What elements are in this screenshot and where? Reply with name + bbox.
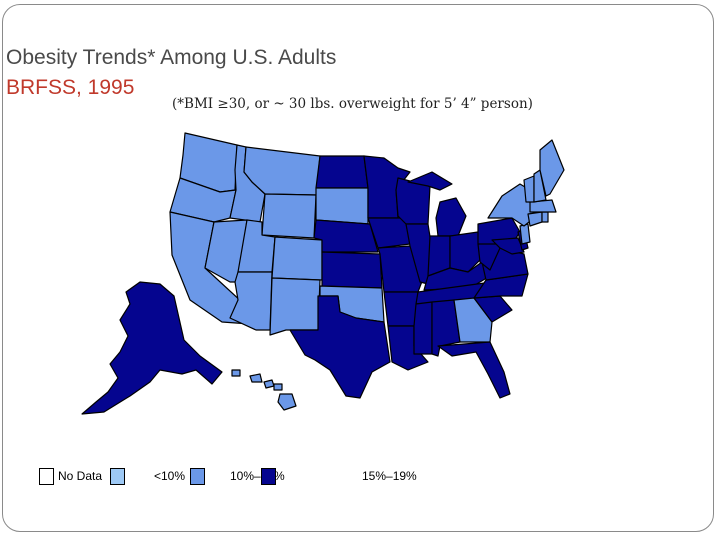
state-arkansas (383, 291, 419, 327)
state-connecticut (527, 211, 543, 227)
state-michigan (435, 197, 467, 237)
state-ohio (449, 231, 483, 273)
legend-swatch-no-data (39, 468, 54, 485)
state-north-dakota (315, 155, 369, 189)
state-florida (437, 341, 511, 399)
state-nebraska (313, 219, 379, 253)
state-vermont (523, 175, 535, 203)
slide-title: Obesity Trends* Among U.S. Adults (6, 46, 337, 69)
state-michigan-up (407, 171, 453, 191)
state-hawaii-5 (277, 393, 297, 411)
state-colorado (271, 236, 323, 281)
map-legend: No Data <10% 10%–14% 15%–19% (0, 466, 720, 490)
legend-swatch-lt10 (110, 468, 125, 485)
slide-title-year: BRFSS, 1995 (6, 76, 135, 99)
legend-label-lt10: <10% (154, 469, 186, 483)
bmi-footnote: (*BMI ≥30, or ~ 30 lbs. overweight for 5… (172, 96, 533, 112)
state-hawaii-4 (273, 383, 283, 391)
legend-swatch-15-19 (261, 468, 276, 485)
state-nevada (204, 219, 248, 283)
state-hawaii-3 (263, 379, 275, 389)
state-rhode-island (541, 211, 549, 223)
state-hawaii-2 (249, 373, 263, 383)
state-new-mexico (269, 277, 321, 336)
legend-label-15-19: 15%–19% (362, 469, 417, 483)
legend-label-10-14: 10%–14% (230, 469, 285, 483)
state-mississippi (413, 301, 433, 355)
legend-swatch-10-14 (190, 468, 205, 485)
state-maine (539, 139, 565, 197)
state-new-hampshire (533, 169, 547, 203)
state-kansas (321, 251, 383, 289)
state-wyoming (261, 193, 317, 239)
state-maryland (491, 237, 525, 255)
state-south-dakota (315, 187, 369, 225)
state-texas (289, 295, 391, 399)
state-new-jersey (519, 223, 531, 245)
slide-frame (2, 4, 714, 532)
state-alaska (81, 281, 223, 415)
legend-label-no-data: No Data (58, 469, 103, 483)
state-hawaii-1 (231, 369, 241, 377)
state-georgia (453, 297, 493, 343)
